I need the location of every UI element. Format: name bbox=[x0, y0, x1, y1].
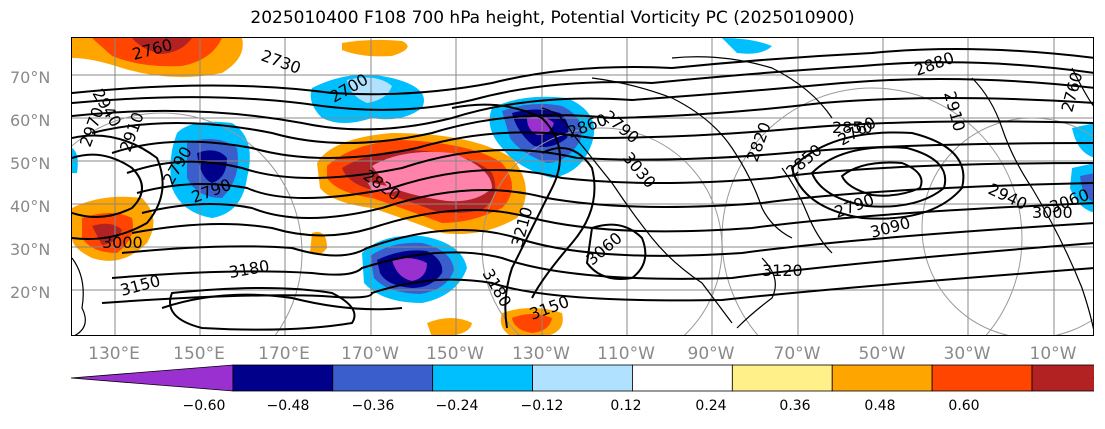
lon-label-70w: 70°W bbox=[773, 344, 821, 364]
lat-label-50n: 50°N bbox=[10, 154, 51, 173]
map-canvas: 2760 2730 2940 2970 2910 2790 2700 2820 … bbox=[72, 38, 1093, 335]
contour-label: 3120 bbox=[762, 261, 803, 280]
contour-label: 3150 bbox=[118, 271, 162, 300]
colorbar-tick: 0.12 bbox=[610, 398, 642, 414]
colorbar-tick: −0.36 bbox=[351, 398, 395, 414]
lon-label-150w: 150°W bbox=[426, 344, 484, 364]
colorbar-tick: 0.48 bbox=[864, 398, 896, 414]
contour-label: 3060 bbox=[582, 228, 625, 269]
lon-label-130w: 130°W bbox=[512, 344, 570, 364]
contour-label: 2760 bbox=[1058, 70, 1087, 114]
lon-label-150e: 150°E bbox=[173, 344, 225, 364]
lon-label-170e: 170°E bbox=[258, 344, 310, 364]
contour-label: 3000 bbox=[1032, 203, 1073, 222]
lat-label-20n: 20°N bbox=[10, 283, 51, 302]
colorbar-tick: 0.24 bbox=[695, 398, 727, 414]
contour-label: 3000 bbox=[102, 233, 143, 252]
colorbar-segment bbox=[632, 364, 733, 392]
lat-label-30n: 30°N bbox=[10, 240, 51, 259]
lon-label-170w: 170°W bbox=[341, 344, 399, 364]
colorbar bbox=[70, 364, 1105, 392]
colorbar-segment bbox=[731, 364, 833, 392]
height-contours bbox=[72, 48, 1093, 331]
colorbar-segment bbox=[532, 364, 633, 392]
lon-label-90w: 90°W bbox=[687, 344, 735, 364]
colorbar-segment bbox=[831, 364, 933, 392]
map-panel: 2760 2730 2940 2970 2910 2790 2700 2820 … bbox=[71, 37, 1094, 336]
lon-label-10w: 10°W bbox=[1029, 344, 1077, 364]
contour-label: 2970 bbox=[76, 105, 108, 150]
lon-label-110w: 110°W bbox=[597, 344, 655, 364]
colorbar-tick: −0.12 bbox=[520, 398, 564, 414]
colorbar-segment bbox=[432, 364, 533, 392]
colorbar-tick: −0.24 bbox=[435, 398, 479, 414]
map-title: 2025010400 F108 700 hPa height, Potentia… bbox=[250, 8, 855, 28]
lon-label-50w: 50°W bbox=[858, 344, 906, 364]
colorbar-segment bbox=[931, 364, 1033, 392]
contour-label: 2730 bbox=[259, 46, 304, 78]
coastlines bbox=[72, 56, 1093, 335]
colorbar-graphic bbox=[70, 364, 1105, 392]
lat-label-60n: 60°N bbox=[10, 111, 51, 130]
colorbar-tick: −0.48 bbox=[266, 398, 310, 414]
colorbar-segment bbox=[1031, 364, 1105, 392]
colorbar-tick: −0.60 bbox=[182, 398, 226, 414]
contour-label: 3030 bbox=[619, 148, 660, 191]
colorbar-tick: 0.36 bbox=[779, 398, 811, 414]
colorbar-segment bbox=[232, 364, 334, 392]
lon-label-30w: 30°W bbox=[943, 344, 991, 364]
colorbar-segment bbox=[70, 364, 234, 392]
contour-label: 3180 bbox=[227, 256, 270, 282]
contour-label: 2820 bbox=[743, 120, 775, 165]
lat-label-40n: 40°N bbox=[10, 197, 51, 216]
colorbar-segment bbox=[332, 364, 434, 392]
lon-label-130e: 130°E bbox=[88, 344, 140, 364]
contour-label: 2910 bbox=[940, 89, 969, 133]
contour-label: 2850 bbox=[832, 118, 873, 137]
lat-label-70n: 70°N bbox=[10, 68, 51, 87]
colorbar-tick: 0.60 bbox=[948, 398, 980, 414]
